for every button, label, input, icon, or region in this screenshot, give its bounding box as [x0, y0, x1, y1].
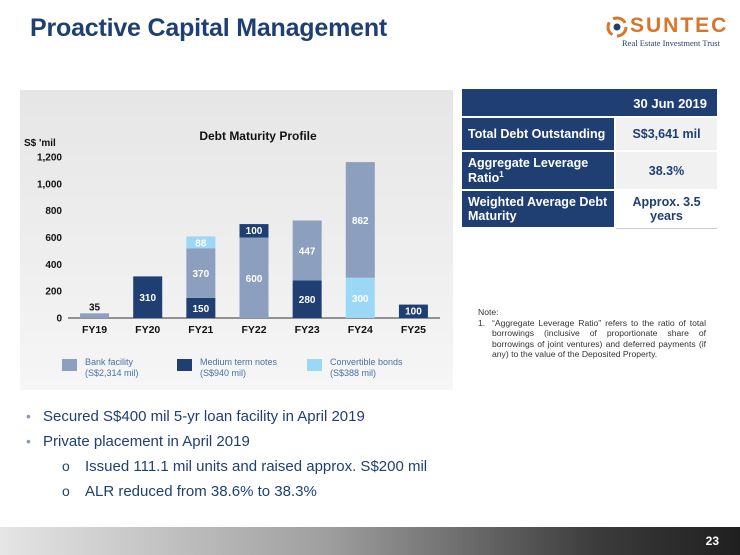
table-row-total-debt: Total Debt Outstanding S$3,641 mil	[462, 117, 717, 152]
legend-label: Convertible bonds	[330, 357, 403, 367]
bar-segment-convertible-bonds	[186, 236, 216, 249]
bar-segment-medium-term-notes	[239, 224, 269, 238]
bullet-item: • Private placement in April 2019	[26, 433, 427, 458]
bar-data-label: 280	[299, 295, 316, 306]
bar-data-label: 447	[299, 246, 316, 257]
sub-bullet-text: ALR reduced from 38.6% to 38.3%	[85, 483, 317, 500]
suntec-logo: SUNTEC Real Estate Investment Trust	[604, 14, 728, 54]
x-tick-label: FY23	[295, 324, 320, 336]
bar-data-label: 100	[405, 307, 422, 318]
table-row-label: Weighted Average Debt Maturity	[462, 190, 616, 230]
debt-summary-table: 30 Jun 2019 Total Debt Outstanding S$3,6…	[462, 89, 717, 230]
sub-bullet-text: Issued 111.1 mil units and raised approx…	[85, 458, 428, 475]
table-header-row: 30 Jun 2019	[462, 89, 717, 118]
bar-segment-bank-facility	[292, 220, 322, 281]
table-row-value: 38.3%	[615, 151, 717, 192]
sub-bullet-icon: o	[62, 483, 70, 499]
legend-amount: (S$940 mil)	[200, 368, 247, 378]
legend-item-bank-facility: Bank facility (S$2,314 mil)	[62, 357, 139, 379]
table-row-label: Aggregate Leverage Ratio	[468, 156, 589, 186]
legend-swatch-medium-term-notes	[177, 359, 192, 371]
x-tick-label: FY24	[348, 324, 373, 336]
legend-swatch-convertible-bonds	[307, 359, 322, 371]
logo-name: SUNTEC	[630, 14, 729, 37]
legend-item-medium-term-notes: Medium term notes (S$940 mil)	[177, 357, 277, 379]
table-row-label-cell: Aggregate Leverage Ratio1	[462, 151, 616, 192]
table-row-value: S$3,641 mil	[615, 117, 717, 152]
footnote-number: 1.	[478, 317, 486, 328]
footnote-marker: 1	[499, 170, 504, 179]
bullet-text: Private placement in April 2019	[43, 433, 250, 450]
bar-segment-bank-facility	[345, 162, 375, 278]
bar-segment-medium-term-notes	[398, 304, 428, 318]
footnote-text: “Aggregate Leverage Ratio” refers to the…	[492, 317, 706, 360]
y-tick-label: 400	[45, 260, 62, 271]
footnote-title: Note:	[478, 307, 499, 317]
y-tick-label: 600	[45, 233, 62, 244]
y-axis-label: S$ 'mil	[24, 138, 56, 149]
bullet-list: • Secured S$400 mil 5-yr loan facility i…	[26, 408, 427, 508]
bar-data-label: 370	[193, 269, 210, 280]
footnote: Note: 1. “Aggregate Leverage Ratio” refe…	[478, 307, 706, 360]
bar-segment-bank-facility	[186, 248, 216, 298]
page-number: 23	[705, 534, 719, 548]
bar-segment-medium-term-notes	[292, 280, 322, 318]
x-tick-label: FY19	[82, 324, 107, 336]
suntec-logo-icon	[606, 16, 628, 38]
sub-bullet-icon: o	[62, 458, 70, 474]
bar-data-label: 310	[139, 293, 156, 304]
legend-amount: (S$2,314 mil)	[85, 368, 139, 378]
bar-segment-medium-term-notes	[133, 276, 163, 318]
table-row-weighted-maturity: Weighted Average Debt Maturity Approx. 3…	[462, 190, 717, 230]
bar-segment-bank-facility	[80, 313, 110, 318]
legend-label: Bank facility	[85, 357, 134, 367]
bar-data-label: 100	[246, 226, 263, 237]
y-tick-label: 200	[45, 287, 62, 298]
y-tick-label: 1,000	[37, 179, 62, 190]
sub-bullet-item: o Issued 111.1 mil units and raised appr…	[26, 458, 427, 483]
bullet-item: • Secured S$400 mil 5-yr loan facility i…	[26, 408, 427, 433]
y-tick-label: 1,200	[37, 153, 62, 164]
table-header-date: 30 Jun 2019	[462, 89, 717, 118]
x-tick-label: FY20	[135, 324, 160, 336]
chart-title: Debt Maturity Profile	[199, 129, 317, 143]
bar-data-label: 35	[89, 302, 101, 313]
bar-data-label: 300	[352, 294, 369, 305]
x-tick-label: FY21	[188, 324, 213, 336]
y-tick-label: 800	[45, 206, 62, 217]
bar-segment-bank-facility	[239, 237, 269, 318]
y-tick-label: 0	[56, 314, 62, 325]
bullet-icon: •	[26, 433, 31, 449]
table-row-label: Total Debt Outstanding	[462, 117, 616, 152]
slide-title: Proactive Capital Management	[30, 14, 388, 42]
footer-bar: 23	[0, 527, 740, 555]
sub-bullet-item: o ALR reduced from 38.6% to 38.3%	[26, 483, 427, 508]
table-row-value: Approx. 3.5 years	[615, 190, 717, 229]
bullet-text: Secured S$400 mil 5-yr loan facility in …	[43, 408, 365, 425]
bar-data-label: 862	[352, 216, 369, 227]
debt-maturity-chart: Debt Maturity Profile S$ 'mil 0 200 400 600 80…	[24, 129, 440, 336]
x-tick-label: FY22	[241, 324, 266, 336]
legend-label: Medium term notes	[200, 357, 278, 367]
bar-segment-medium-term-notes	[186, 297, 216, 318]
bar-data-label: 600	[246, 274, 263, 285]
logo-subtitle: Real Estate Investment Trust	[622, 38, 720, 48]
bar-data-label: 88	[195, 238, 207, 249]
legend-item-convertible-bonds: Convertible bonds (S$388 mil)	[307, 357, 403, 379]
bullet-icon: •	[26, 408, 31, 424]
bar-data-label: 150	[193, 304, 210, 315]
chart-panel	[20, 90, 453, 390]
legend-amount: (S$388 mil)	[330, 368, 377, 378]
bar-segment-convertible-bonds	[345, 277, 375, 318]
x-tick-label: FY25	[401, 324, 426, 336]
legend-swatch-bank-facility	[62, 359, 77, 371]
table-row-aggregate-leverage: Aggregate Leverage Ratio1 38.3%	[462, 151, 717, 192]
